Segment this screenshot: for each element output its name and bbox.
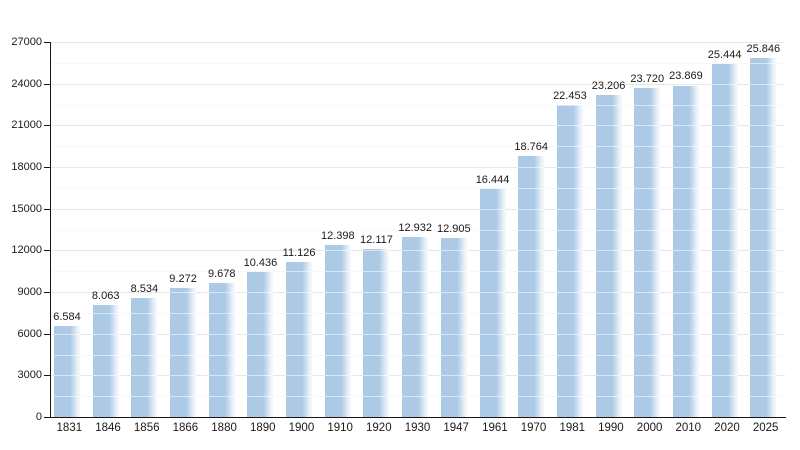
- bar-value-label: 11.126: [282, 247, 316, 260]
- bar: [286, 262, 313, 417]
- gridline-overlay: [50, 125, 785, 127]
- y-axis-label: 18000: [11, 161, 42, 173]
- y-axis-tick: [44, 208, 50, 210]
- x-axis-label: 1910: [327, 422, 353, 434]
- x-axis-label: 1947: [443, 422, 469, 434]
- bar: [634, 87, 661, 417]
- gridline-overlay: [50, 208, 785, 210]
- x-axis-label: 1880: [211, 422, 237, 434]
- gridline-overlay: [50, 312, 785, 314]
- y-axis-tick: [44, 292, 50, 293]
- x-axis-label: 1981: [559, 422, 586, 434]
- bar: [595, 94, 622, 417]
- bar-value-label: 18.764: [514, 141, 549, 154]
- y-axis-label: 12000: [11, 244, 42, 257]
- y-axis-tick: [44, 125, 50, 127]
- x-axis-label: 1930: [404, 422, 431, 434]
- bar: [440, 237, 467, 417]
- y-axis-tick: [44, 417, 50, 418]
- y-axis-label: 6000: [17, 327, 42, 340]
- bar: [247, 272, 274, 417]
- y-axis-line: [50, 42, 51, 418]
- gridline-overlay: [50, 333, 785, 335]
- gridline-overlay: [50, 250, 785, 252]
- x-axis-label: 2020: [714, 422, 740, 434]
- gridline-overlay: [50, 396, 785, 398]
- x-axis-label: 1961: [482, 422, 508, 434]
- bar: [750, 58, 777, 417]
- bar: [131, 298, 158, 417]
- y-axis-label: 9000: [17, 286, 42, 298]
- bar-value-label: 25.846: [746, 43, 781, 56]
- bar-value-label: 22.453: [553, 90, 587, 103]
- bar-value-label: 12.905: [437, 222, 471, 235]
- x-axis-label: 1890: [249, 422, 276, 434]
- bar-value-label: 16.444: [475, 173, 510, 186]
- bar-value-label: 12.932: [398, 222, 432, 235]
- x-axis-label: 2025: [752, 422, 779, 434]
- bar: [402, 237, 429, 417]
- bar: [518, 156, 545, 417]
- bar: [170, 288, 197, 417]
- gridline-overlay: [50, 104, 785, 106]
- gridline-overlay: [50, 83, 785, 85]
- bar-value-label: 10.436: [243, 257, 278, 270]
- bar-value-label: 12.117: [360, 233, 393, 246]
- gridline-overlay: [50, 62, 785, 64]
- bar-value-label: 8.063: [91, 290, 120, 302]
- x-axis-label: 1831: [56, 422, 83, 434]
- bar: [479, 188, 506, 417]
- y-axis-label: 27000: [11, 36, 42, 48]
- x-axis-label: 2000: [636, 422, 663, 434]
- y-axis-tick: [44, 375, 50, 377]
- x-axis-label: 2010: [675, 422, 702, 434]
- bar-value-label: 23.869: [669, 70, 703, 83]
- gridline-overlay: [50, 167, 785, 168]
- bar-value-label: 23.720: [630, 72, 665, 85]
- bar: [363, 248, 390, 417]
- bar-value-label: 23.206: [591, 79, 626, 92]
- x-axis-label: 1970: [520, 422, 547, 434]
- x-axis-label: 1866: [172, 422, 199, 434]
- x-axis-label: 1990: [598, 422, 624, 434]
- gridline-overlay: [50, 229, 785, 231]
- y-axis-tick: [44, 333, 50, 335]
- gridline-overlay: [50, 271, 785, 273]
- gridline-overlay: [50, 375, 785, 377]
- y-axis-label: 24000: [11, 77, 42, 90]
- bar: [208, 282, 235, 417]
- x-axis-label: 1900: [288, 422, 315, 434]
- y-axis-label: 0: [35, 411, 42, 423]
- bar-value-label: 8.534: [130, 283, 159, 296]
- bar-value-label: 25.444: [707, 48, 742, 61]
- bar: [711, 63, 738, 417]
- y-axis-tick: [44, 167, 50, 168]
- bar: [556, 105, 583, 417]
- bar: [324, 244, 351, 417]
- bar-value-label: 6.584: [53, 310, 81, 323]
- bar-value-label: 12.398: [320, 229, 355, 242]
- x-axis-label: 1856: [133, 422, 160, 434]
- bar-value-label: 9.272: [169, 273, 197, 286]
- gridline-overlay: [50, 354, 785, 356]
- bar: [54, 325, 80, 417]
- y-axis-tick: [44, 83, 50, 85]
- x-axis-label: 1920: [366, 422, 392, 434]
- gridline-overlay: [50, 146, 785, 148]
- y-axis-tick: [44, 42, 50, 43]
- x-axis-label: 1846: [95, 422, 121, 434]
- gridline-overlay: [50, 292, 785, 293]
- y-axis-label: 15000: [11, 202, 42, 215]
- gridline-overlay: [50, 187, 785, 189]
- y-axis-label: 21000: [11, 119, 42, 132]
- bar-value-label: 9.678: [207, 267, 236, 280]
- y-axis-label: 3000: [17, 369, 42, 382]
- plot-area: 6.584 8.063 8.534 9.272 9.678 10.436 11.126 12.…: [50, 42, 785, 417]
- gridline-overlay: [50, 42, 785, 43]
- bar: [92, 305, 119, 417]
- x-axis-line: [50, 417, 786, 418]
- y-axis-tick: [44, 250, 50, 252]
